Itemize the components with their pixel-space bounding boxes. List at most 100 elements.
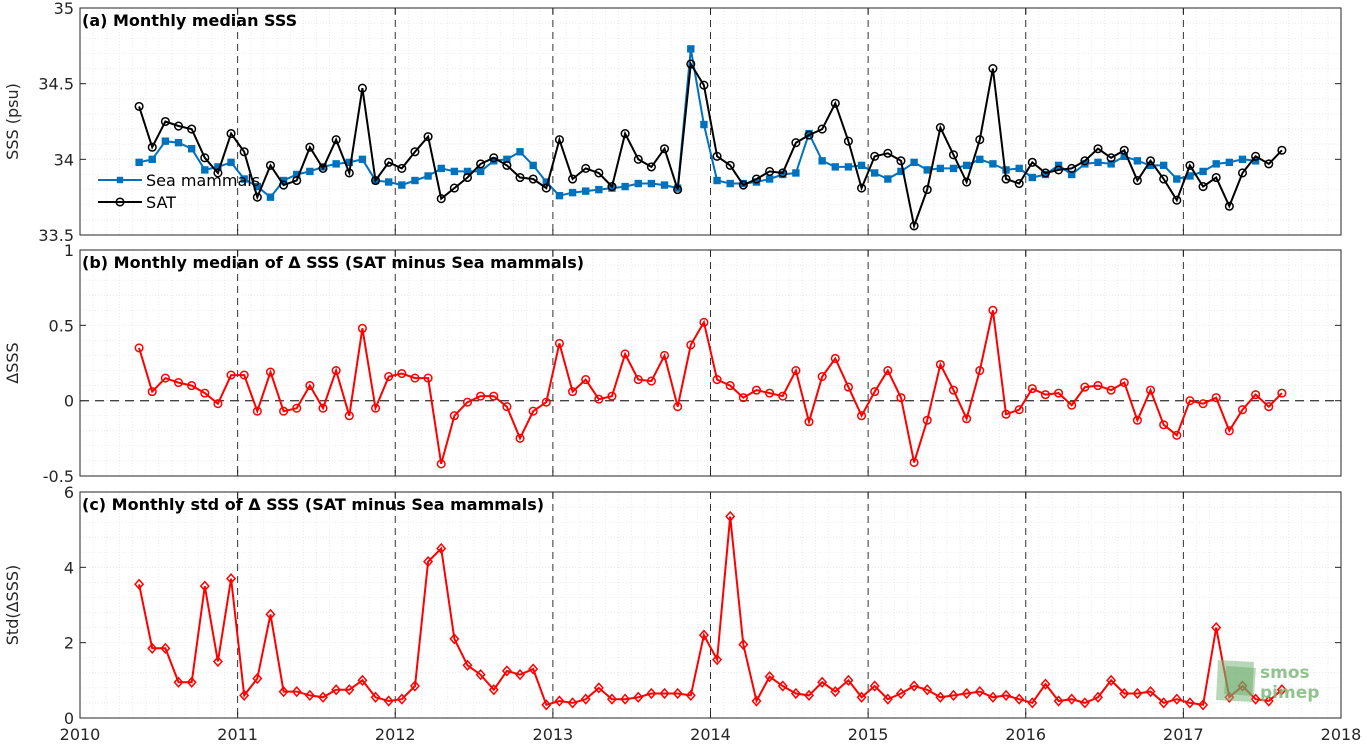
data-point: [1040, 168, 1051, 178]
data-point: [910, 158, 918, 167]
y-axis-label: ΔSSS: [3, 342, 22, 383]
data-point: [1276, 684, 1287, 696]
data-point: [568, 174, 578, 184]
data-point: [948, 150, 959, 160]
data-point: [226, 573, 237, 585]
data-point: [699, 317, 709, 327]
data-point: [646, 687, 657, 700]
y-tick-label: 6: [64, 483, 74, 502]
data-point: [528, 406, 538, 416]
data-point: [1106, 153, 1116, 163]
data-point: [397, 163, 407, 173]
data-point: [160, 373, 170, 383]
data-point: [1119, 687, 1130, 700]
data-point: [896, 393, 906, 403]
data-point: [1225, 158, 1234, 167]
data-point: [173, 378, 184, 388]
data-point: [489, 153, 499, 163]
data-point: [1211, 393, 1221, 403]
data-point: [607, 182, 617, 192]
data-point: [463, 167, 472, 176]
data-point: [516, 148, 524, 156]
y-tick-label: 0.5: [49, 316, 74, 335]
data-point: [686, 340, 696, 350]
data-point: [700, 120, 708, 129]
data-point: [817, 676, 828, 688]
data-point: [633, 691, 644, 703]
data-point: [582, 187, 590, 195]
data-point: [869, 680, 880, 692]
data-point: [1133, 157, 1142, 165]
y-tick-label: 0: [64, 709, 74, 728]
data-point: [988, 63, 998, 74]
data-point: [1001, 174, 1011, 184]
data-point: [647, 179, 656, 188]
data-point: [227, 158, 235, 167]
data-point: [1066, 693, 1077, 705]
data-point: [1040, 390, 1051, 400]
data-point: [621, 182, 629, 191]
data-point: [436, 459, 446, 469]
data-point: [922, 185, 932, 195]
logo-shape-icon: [1216, 660, 1254, 702]
data-point: [974, 686, 985, 698]
data-point: [606, 693, 617, 705]
data-point: [252, 406, 262, 416]
data-point: [265, 160, 276, 170]
data-point: [1198, 699, 1209, 711]
data-point: [252, 672, 263, 685]
data-point: [883, 148, 893, 158]
data-point: [712, 653, 723, 666]
data-point: [935, 123, 945, 133]
data-point: [1106, 385, 1116, 395]
data-point: [1015, 164, 1023, 173]
data-point: [1159, 420, 1169, 430]
data-point: [1093, 144, 1103, 154]
data-point: [515, 172, 525, 183]
data-point: [725, 381, 735, 391]
data-point: [555, 191, 564, 200]
legend-label: Sea mammals: [146, 171, 260, 190]
data-point: [1027, 157, 1037, 167]
data-point: [449, 633, 460, 645]
data-point: [265, 608, 276, 621]
data-point: [580, 693, 591, 705]
data-point: [213, 168, 223, 178]
data-point: [344, 684, 355, 696]
data-point: [449, 183, 459, 193]
data-point: [331, 365, 341, 376]
data-point: [201, 166, 209, 174]
data-point: [1250, 693, 1261, 705]
data-point: [187, 124, 197, 134]
data-point: [659, 687, 670, 700]
data-point: [673, 402, 683, 412]
data-point: [909, 457, 919, 467]
data-point: [595, 185, 603, 194]
data-point: [554, 338, 564, 348]
data-point: [226, 129, 236, 139]
data-point: [1027, 384, 1037, 394]
data-point: [318, 691, 329, 703]
data-point: [279, 180, 289, 190]
data-point: [423, 373, 433, 383]
data-point: [331, 135, 341, 145]
data-point: [384, 178, 393, 186]
data-point: [396, 693, 407, 705]
data-point: [1237, 405, 1248, 415]
data-point: [976, 155, 984, 164]
data-point: [843, 674, 854, 686]
data-point: [476, 167, 485, 176]
data-point: [423, 132, 433, 142]
data-point: [1132, 415, 1142, 425]
panel-title: (c) Monthly std of Δ SSS (SAT minus Sea …: [82, 495, 544, 514]
data-point: [830, 98, 840, 108]
data-point: [1251, 151, 1261, 161]
data-point: [1211, 621, 1222, 634]
data-point: [686, 59, 696, 69]
data-point: [357, 83, 367, 93]
data-point: [857, 183, 867, 193]
data-point: [726, 179, 734, 188]
data-point: [1014, 405, 1024, 415]
data-point: [1001, 689, 1012, 702]
data-point: [304, 689, 315, 702]
